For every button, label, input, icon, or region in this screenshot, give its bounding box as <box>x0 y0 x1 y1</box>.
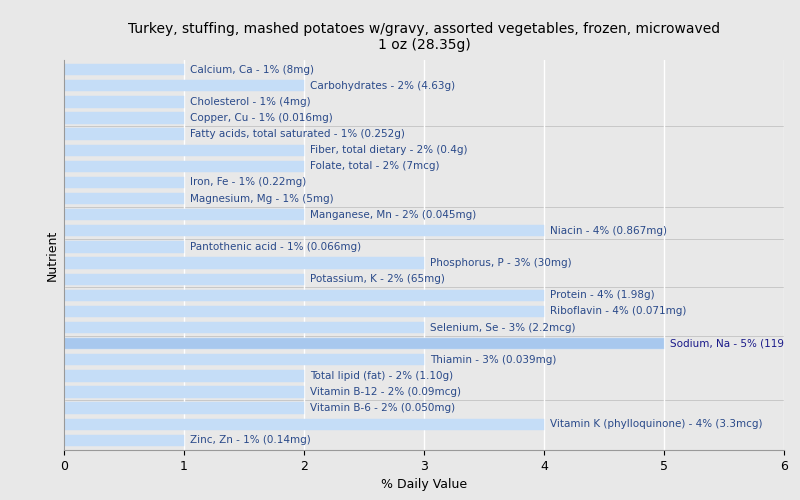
Text: Selenium, Se - 3% (2.2mcg): Selenium, Se - 3% (2.2mcg) <box>430 322 575 332</box>
Bar <box>64 258 424 268</box>
Bar <box>64 112 184 124</box>
Bar <box>64 177 184 188</box>
Bar <box>64 80 304 92</box>
Text: Vitamin B-12 - 2% (0.09mcg): Vitamin B-12 - 2% (0.09mcg) <box>310 387 461 397</box>
Bar <box>64 434 184 446</box>
Bar <box>64 96 184 108</box>
Text: Pantothenic acid - 1% (0.066mg): Pantothenic acid - 1% (0.066mg) <box>190 242 361 252</box>
Text: Potassium, K - 2% (65mg): Potassium, K - 2% (65mg) <box>310 274 445 284</box>
Bar <box>64 418 544 430</box>
Text: Riboflavin - 4% (0.071mg): Riboflavin - 4% (0.071mg) <box>550 306 686 316</box>
Bar <box>64 128 184 140</box>
Text: Cholesterol - 1% (4mg): Cholesterol - 1% (4mg) <box>190 97 310 107</box>
Text: Total lipid (fat) - 2% (1.10g): Total lipid (fat) - 2% (1.10g) <box>310 371 453 381</box>
Text: Zinc, Zn - 1% (0.14mg): Zinc, Zn - 1% (0.14mg) <box>190 436 310 446</box>
Text: Magnesium, Mg - 1% (5mg): Magnesium, Mg - 1% (5mg) <box>190 194 334 203</box>
Text: Phosphorus, P - 3% (30mg): Phosphorus, P - 3% (30mg) <box>430 258 572 268</box>
Title: Turkey, stuffing, mashed potatoes w/gravy, assorted vegetables, frozen, microwav: Turkey, stuffing, mashed potatoes w/grav… <box>128 22 720 52</box>
Bar <box>64 354 424 366</box>
Bar <box>64 402 304 413</box>
Bar <box>64 209 304 220</box>
Text: Protein - 4% (1.98g): Protein - 4% (1.98g) <box>550 290 654 300</box>
Text: Fatty acids, total saturated - 1% (0.252g): Fatty acids, total saturated - 1% (0.252… <box>190 129 405 139</box>
Bar <box>64 274 304 285</box>
Bar <box>64 386 304 398</box>
Y-axis label: Nutrient: Nutrient <box>46 230 58 280</box>
Text: Iron, Fe - 1% (0.22mg): Iron, Fe - 1% (0.22mg) <box>190 178 306 188</box>
Text: Vitamin K (phylloquinone) - 4% (3.3mcg): Vitamin K (phylloquinone) - 4% (3.3mcg) <box>550 419 762 429</box>
Text: Manganese, Mn - 2% (0.045mg): Manganese, Mn - 2% (0.045mg) <box>310 210 476 220</box>
Bar <box>64 144 304 156</box>
Bar <box>64 290 544 301</box>
Bar <box>64 64 184 76</box>
Text: Fiber, total dietary - 2% (0.4g): Fiber, total dietary - 2% (0.4g) <box>310 145 467 155</box>
Text: Calcium, Ca - 1% (8mg): Calcium, Ca - 1% (8mg) <box>190 64 314 74</box>
Text: Vitamin B-6 - 2% (0.050mg): Vitamin B-6 - 2% (0.050mg) <box>310 403 455 413</box>
Text: Niacin - 4% (0.867mg): Niacin - 4% (0.867mg) <box>550 226 667 236</box>
Text: Thiamin - 3% (0.039mg): Thiamin - 3% (0.039mg) <box>430 355 556 365</box>
Bar <box>64 306 544 317</box>
Bar <box>64 322 424 333</box>
Bar <box>64 160 304 172</box>
Bar <box>64 338 664 349</box>
Text: Folate, total - 2% (7mcg): Folate, total - 2% (7mcg) <box>310 162 439 172</box>
Text: Sodium, Na - 5% (119mg): Sodium, Na - 5% (119mg) <box>670 338 800 348</box>
Bar <box>64 225 544 236</box>
Bar <box>64 370 304 382</box>
Text: Carbohydrates - 2% (4.63g): Carbohydrates - 2% (4.63g) <box>310 81 455 91</box>
Bar <box>64 193 184 204</box>
Text: Copper, Cu - 1% (0.016mg): Copper, Cu - 1% (0.016mg) <box>190 113 333 123</box>
Bar <box>64 242 184 252</box>
X-axis label: % Daily Value: % Daily Value <box>381 478 467 492</box>
